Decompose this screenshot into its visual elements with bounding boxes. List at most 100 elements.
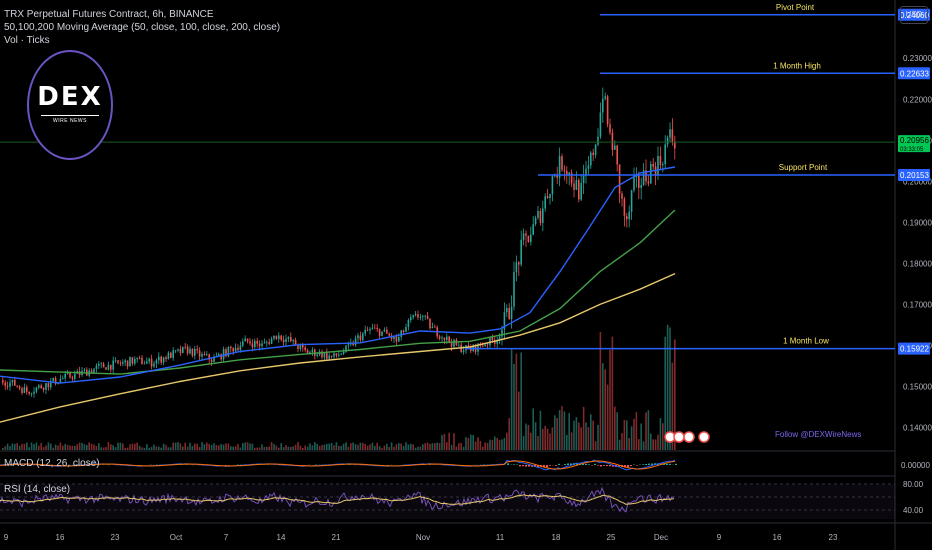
volume-bar — [93, 444, 95, 450]
candle-body — [338, 354, 340, 356]
candle-body — [23, 387, 26, 393]
volume-bar — [42, 447, 45, 450]
ma100-line — [0, 209, 676, 375]
volume-bar — [328, 443, 330, 450]
time-axis[interactable]: 9 16 23 Oct 7 14 21 Nov 11 18 25 Dec 9 16 23 — [4, 533, 838, 542]
macd-histogram-bar — [645, 463, 647, 465]
volume-bar — [304, 445, 306, 450]
candle-body — [484, 344, 486, 347]
price-tick: 0.19000 — [903, 218, 932, 227]
volume-bar — [215, 445, 218, 450]
volume-bar — [470, 434, 472, 450]
candle-body — [510, 306, 513, 319]
candle-body — [626, 216, 628, 220]
volume-bar — [426, 442, 429, 450]
candle-body — [306, 350, 309, 354]
candle-body — [194, 349, 196, 356]
candle-body — [359, 335, 362, 340]
macd-histogram-bar — [555, 465, 557, 466]
candle-body — [98, 364, 100, 366]
candle-body — [110, 364, 112, 370]
candle-body — [402, 330, 405, 332]
dex-wire-news-logo: DEX WIRE NEWS — [27, 50, 113, 160]
candle-body — [102, 363, 105, 368]
candle-body — [100, 363, 102, 365]
candle-body — [549, 194, 551, 198]
macd-histogram-bar — [663, 463, 665, 465]
candle-body — [434, 326, 436, 328]
candle-body — [381, 331, 383, 336]
candle-body — [386, 329, 388, 334]
volume-bar — [532, 408, 534, 450]
volume-bar — [419, 446, 422, 450]
candle-body — [124, 360, 126, 363]
candle-body — [93, 368, 95, 373]
volume-bar — [609, 350, 611, 450]
macd-histogram-bar — [564, 464, 566, 465]
volume-bar — [374, 445, 376, 450]
rsi-tick: 40.00 — [903, 506, 924, 515]
candle-body — [155, 360, 158, 364]
candle-body — [530, 234, 532, 243]
volume-bar — [650, 433, 652, 450]
volume-bar — [155, 446, 158, 450]
volume-bar — [386, 443, 388, 450]
candle-body — [45, 383, 47, 390]
volume-bar — [357, 444, 359, 450]
volume-bar — [477, 437, 479, 450]
price-axis[interactable]: 0.230000.220000.210000.200000.190000.180… — [898, 8, 932, 433]
candle-body — [671, 129, 674, 142]
candle-body — [568, 172, 570, 176]
candle-body — [662, 164, 664, 166]
volume-legend[interactable]: Vol · Ticks — [4, 35, 50, 46]
volume-bar — [513, 363, 515, 450]
time-tick: Nov — [416, 533, 430, 542]
rsi-legend[interactable]: RSI (14, close) — [4, 484, 71, 495]
volume-bar — [378, 446, 381, 450]
candle-body — [472, 344, 474, 351]
candle-body — [532, 224, 534, 235]
candle-body — [251, 343, 254, 348]
volume-bar — [518, 391, 520, 450]
candle-body — [621, 193, 623, 199]
volume-bar — [455, 446, 458, 450]
volume-bar — [659, 418, 662, 450]
volume-bar — [381, 447, 383, 450]
volume-bar — [549, 433, 551, 450]
candle-body — [614, 145, 616, 150]
candle-body — [270, 338, 273, 344]
volume-bar — [318, 445, 321, 450]
candle-body — [462, 350, 465, 353]
candle-body — [518, 262, 520, 265]
macd-histogram-bar — [627, 465, 629, 468]
candle-body — [357, 335, 359, 339]
volume-bar — [251, 443, 254, 450]
symbol-title[interactable]: TRX Perpetual Futures Contract, 6h, BINA… — [4, 9, 214, 20]
candle-body — [184, 346, 186, 348]
macd-legend[interactable]: MACD (12, 26, close) — [4, 458, 100, 469]
candle-body — [83, 369, 86, 371]
candle-body — [364, 330, 366, 334]
volume-bar — [218, 445, 220, 450]
volume-bar — [119, 442, 122, 450]
currency-button[interactable]: USD — [900, 6, 928, 24]
candle-body — [362, 333, 364, 340]
candle-body — [486, 344, 489, 346]
candle-body — [268, 342, 270, 344]
candle-body — [321, 351, 323, 358]
candle-body — [64, 374, 66, 379]
ma-legend[interactable]: 50,100,200 Moving Average (50, close, 10… — [4, 22, 281, 33]
candle-body — [604, 96, 606, 99]
candle-body — [594, 144, 597, 156]
candle-body — [141, 357, 143, 365]
candle-body — [11, 379, 14, 383]
volume-bar — [237, 444, 239, 450]
macd-histogram-bar — [507, 463, 509, 465]
macd-histogram-bar — [588, 464, 590, 465]
volume-bar — [578, 422, 580, 450]
macd-histogram-bar — [525, 465, 527, 467]
rsi-band — [0, 484, 895, 519]
volume-bar — [30, 442, 33, 450]
candle-body — [38, 385, 40, 388]
